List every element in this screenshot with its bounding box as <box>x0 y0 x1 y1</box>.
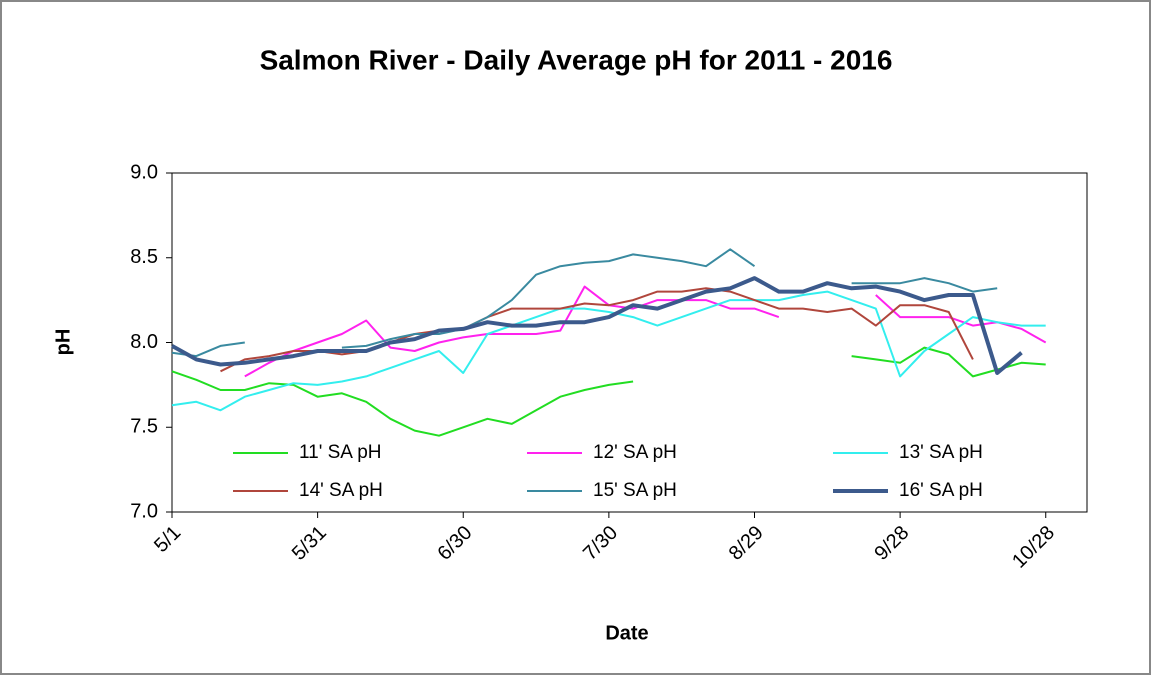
series-line <box>171 276 1023 375</box>
chart-title: Salmon River - Daily Average pH for 2011… <box>260 44 893 75</box>
legend-label: 16' SA pH <box>899 480 983 501</box>
y-tick-label: 8.0 <box>130 331 158 353</box>
y-tick-label: 9.0 <box>130 161 158 183</box>
x-axis-title: Date <box>605 622 648 644</box>
series-line <box>171 290 1046 412</box>
series-line <box>171 346 1046 437</box>
y-axis-title: pH <box>52 329 74 356</box>
y-tick-label: 8.5 <box>130 246 158 268</box>
legend-label: 15' SA pH <box>593 480 677 501</box>
y-tick-label: 7.0 <box>130 500 158 522</box>
series-line <box>244 285 1047 378</box>
y-tick-label: 7.5 <box>130 416 158 438</box>
legend-label: 11' SA pH <box>299 442 382 463</box>
legend-label: 14' SA pH <box>299 480 383 501</box>
series-line <box>220 287 974 373</box>
legend-label: 13' SA pH <box>899 442 983 463</box>
legend-label: 12' SA pH <box>593 442 677 463</box>
